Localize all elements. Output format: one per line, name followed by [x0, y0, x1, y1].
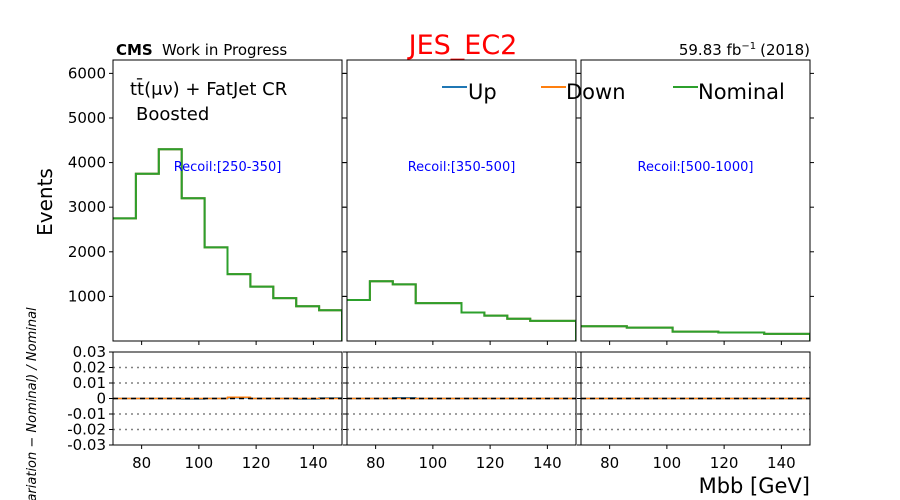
series-nominal-line — [347, 280, 576, 322]
lumi-label: 59.83 fb−1 (2018) — [679, 41, 810, 59]
y-tick-label: 1000 — [68, 287, 106, 305]
events-panel-frame — [580, 59, 811, 342]
ratio-y-tick-label: 0.02 — [73, 359, 106, 377]
series-down-line — [581, 325, 810, 335]
x-tick-label: 100 — [185, 454, 214, 472]
events-panel-frame — [112, 59, 343, 342]
x-tick-label: 80 — [132, 454, 151, 472]
series-nominal-line — [113, 148, 342, 312]
legend-down-label: Down — [566, 80, 626, 104]
events-panel-frame — [346, 59, 577, 342]
region-label-line1: tt̄(μν) + FatJet CR — [130, 78, 287, 100]
x-tick-label: 140 — [767, 454, 796, 472]
y-tick-label: 4000 — [68, 154, 106, 172]
x-tick-label: 120 — [710, 454, 739, 472]
panel-3: Recoil:[500-1000] 80 100 120 140 — [577, 59, 814, 472]
lumi-exponent: −1 — [741, 41, 756, 52]
events-series-group — [113, 148, 342, 341]
series-nominal-line — [581, 325, 810, 335]
x-axis-label: Mbb [GeV] — [699, 474, 810, 498]
events-series-group — [347, 280, 576, 341]
x-tick-label: 120 — [242, 454, 271, 472]
ratio-y-tick-label: -0.01 — [67, 405, 106, 423]
x-tick-label: 80 — [600, 454, 619, 472]
x-tick-label: 120 — [476, 454, 505, 472]
lumi-value: 59.83 fb — [679, 41, 742, 59]
region-label-line2: Boosted — [136, 104, 209, 125]
ratio-y-tick-label: 0.03 — [73, 343, 106, 361]
ratio-y-tick-label: 0 — [96, 390, 106, 408]
y-axis-label-ratio: (Variation − Nominal) / Nominal — [25, 307, 40, 500]
series-up-line — [581, 325, 810, 335]
x-tick-label: 140 — [299, 454, 328, 472]
events-series-group — [581, 325, 810, 341]
legend: Up Down Nominal — [442, 80, 785, 104]
x-tick-label: 80 — [366, 454, 385, 472]
lumi-year: (2018) — [760, 41, 810, 59]
y-tick-label: 6000 — [68, 64, 106, 82]
y-axis-label-events: Events — [33, 168, 57, 236]
y-tick-label: 5000 — [68, 109, 106, 127]
panels: Recoil:[250-350]100020003000400050006000… — [67, 59, 814, 472]
legend-nominal-label: Nominal — [698, 80, 785, 104]
legend-up-label: Up — [468, 80, 497, 104]
x-tick-label: 100 — [653, 454, 682, 472]
cms-label: CMS — [116, 41, 153, 59]
series-down-line — [347, 280, 576, 322]
panel-2: Recoil:[350-500] 80 100 120 140 — [343, 59, 580, 472]
recoil-label: Recoil:[350-500] — [408, 160, 516, 175]
ratio-y-tick-label: -0.03 — [67, 436, 106, 454]
x-tick-label: 140 — [533, 454, 562, 472]
y-tick-label: 2000 — [68, 243, 106, 261]
ratio-y-tick-label: -0.02 — [67, 421, 106, 439]
recoil-label: Recoil:[250-350] — [174, 160, 282, 175]
y-tick-label: 3000 — [68, 198, 106, 216]
ratio-y-tick-label: 0.01 — [73, 374, 106, 392]
panel-1: Recoil:[250-350]100020003000400050006000… — [67, 59, 346, 472]
ratio-down-line — [113, 396, 342, 400]
x-tick-label: 100 — [419, 454, 448, 472]
chart-title: JES_EC2 — [407, 30, 518, 61]
series-up-line — [347, 280, 576, 322]
recoil-label: Recoil:[500-1000] — [638, 160, 754, 175]
work-in-progress-label: Work in Progress — [162, 41, 287, 59]
